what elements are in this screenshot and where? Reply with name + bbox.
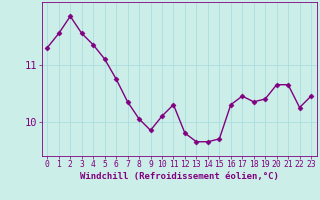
X-axis label: Windchill (Refroidissement éolien,°C): Windchill (Refroidissement éolien,°C) — [80, 172, 279, 181]
